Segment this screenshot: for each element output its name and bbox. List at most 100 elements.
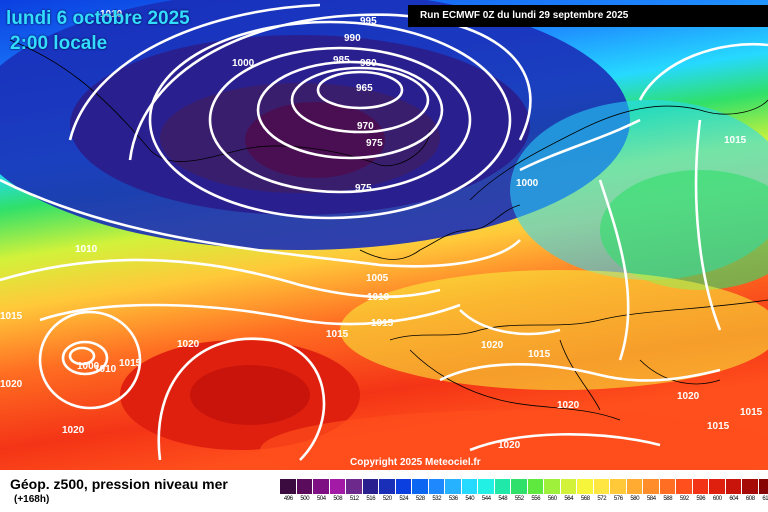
- isobar-label: 1015: [707, 421, 730, 432]
- scale-cell: 516: [362, 479, 379, 502]
- scale-cell: 556: [527, 479, 544, 502]
- scale-label: 608: [745, 496, 755, 502]
- scale-cell: 508: [329, 479, 346, 502]
- scale-cell: 540: [461, 479, 478, 502]
- scale-cell: 552: [511, 479, 528, 502]
- scale-cell: 536: [445, 479, 462, 502]
- scale-swatch: [742, 479, 759, 494]
- scale-swatch: [478, 479, 495, 494]
- scale-cell: 592: [676, 479, 693, 502]
- isobar-label: 1010: [94, 364, 117, 375]
- scale-label: 572: [597, 496, 607, 502]
- scale-label: 544: [481, 496, 491, 502]
- isobar-label: 995: [360, 16, 377, 27]
- scale-swatch: [379, 479, 396, 494]
- isobar-label: 1020: [177, 339, 200, 350]
- isobar-label: 1010: [75, 244, 98, 255]
- isobar-label: 1000: [77, 361, 100, 372]
- scale-label: 564: [564, 496, 574, 502]
- scale-label: 528: [415, 496, 425, 502]
- isobar-label: 1020: [62, 425, 85, 436]
- forecast-date: lundi 6 octobre 2025: [6, 8, 190, 29]
- scale-swatch: [461, 479, 478, 494]
- scale-cell: 564: [560, 479, 577, 502]
- isobar-label: 1020: [677, 391, 700, 402]
- isobar-label: 1015: [740, 407, 763, 418]
- scale-label: 552: [514, 496, 524, 502]
- scale-swatch: [346, 479, 363, 494]
- scale-cell: 604: [725, 479, 742, 502]
- run-info-banner: Run ECMWF 0Z du lundi 29 septembre 2025: [408, 5, 768, 27]
- isobar-label: 1000: [516, 178, 539, 189]
- isobar-label: 990: [344, 33, 361, 44]
- scale-swatch: [280, 479, 297, 494]
- scale-swatch: [709, 479, 726, 494]
- scale-cell: 520: [379, 479, 396, 502]
- isobar-label: 1020: [481, 340, 504, 351]
- scale-cell: 528: [412, 479, 429, 502]
- scale-swatch: [362, 479, 379, 494]
- scale-label: 536: [448, 496, 458, 502]
- scale-cell: 560: [544, 479, 561, 502]
- scale-swatch: [725, 479, 742, 494]
- isobar-label: 1000: [232, 58, 255, 69]
- scale-swatch: [395, 479, 412, 494]
- scale-cell: 596: [692, 479, 709, 502]
- color-scale: 496 500 504 508 512 516 520 524 528 532 536 540 544 5…: [280, 479, 768, 502]
- scale-label: 556: [531, 496, 541, 502]
- scale-cell: 588: [659, 479, 676, 502]
- scale-label: 588: [663, 496, 673, 502]
- isobar-label: 980: [360, 58, 377, 69]
- isobar-label: 975: [355, 183, 372, 194]
- scale-label: 560: [547, 496, 557, 502]
- isobar-label: 1020: [498, 440, 521, 451]
- scale-cell: 576: [610, 479, 627, 502]
- scale-label: 548: [498, 496, 508, 502]
- legend-title: Géop. z500, pression niveau mer: [10, 476, 228, 492]
- scale-cell: 584: [643, 479, 660, 502]
- scale-cell: 496: [280, 479, 297, 502]
- scale-swatch: [577, 479, 594, 494]
- legend-subtitle: (+168h): [14, 494, 50, 505]
- isobar-label: 975: [366, 138, 383, 149]
- scale-label: 532: [432, 496, 442, 502]
- weather-map: 1010 995 990 1000 985 980 965 970 975 975 1000 1015…: [0, 0, 768, 470]
- scale-label: 592: [679, 496, 689, 502]
- scale-label: 520: [382, 496, 392, 502]
- scale-swatch: [511, 479, 528, 494]
- scale-cell: 568: [577, 479, 594, 502]
- scale-label: 508: [333, 496, 343, 502]
- scale-cell: 544: [478, 479, 495, 502]
- scale-label: 500: [300, 496, 310, 502]
- scale-swatch: [643, 479, 660, 494]
- isobar-label: 970: [357, 121, 374, 132]
- scale-swatch: [692, 479, 709, 494]
- isobar-label: 1015: [371, 318, 394, 329]
- forecast-time: 2:00 locale: [10, 33, 108, 54]
- scale-swatch: [593, 479, 610, 494]
- isobar-label: 965: [356, 83, 373, 94]
- scale-label: 516: [366, 496, 376, 502]
- scale-label: 612: [762, 496, 768, 502]
- scale-swatch: [329, 479, 346, 494]
- scale-cell: 608: [742, 479, 759, 502]
- map-canvas: 1010 995 990 1000 985 980 965 970 975 975 1000 1015…: [0, 0, 768, 470]
- scale-swatch: [610, 479, 627, 494]
- legend-footer: Géop. z500, pression niveau mer (+168h) …: [0, 470, 768, 512]
- scale-label: 600: [712, 496, 722, 502]
- isobar-label: 1015: [528, 349, 551, 360]
- scale-cell: 512: [346, 479, 363, 502]
- isobar-label: 1020: [557, 400, 580, 411]
- scale-label: 568: [580, 496, 590, 502]
- scale-label: 496: [283, 496, 293, 502]
- scale-cell: 572: [593, 479, 610, 502]
- isobar-label: 1015: [724, 135, 747, 146]
- scale-cell: 612: [758, 479, 768, 502]
- scale-swatch: [412, 479, 429, 494]
- scale-swatch: [527, 479, 544, 494]
- scale-label: 596: [696, 496, 706, 502]
- coastlines: [9, 39, 768, 421]
- scale-cell: 532: [428, 479, 445, 502]
- scale-cell: 548: [494, 479, 511, 502]
- scale-label: 584: [646, 496, 656, 502]
